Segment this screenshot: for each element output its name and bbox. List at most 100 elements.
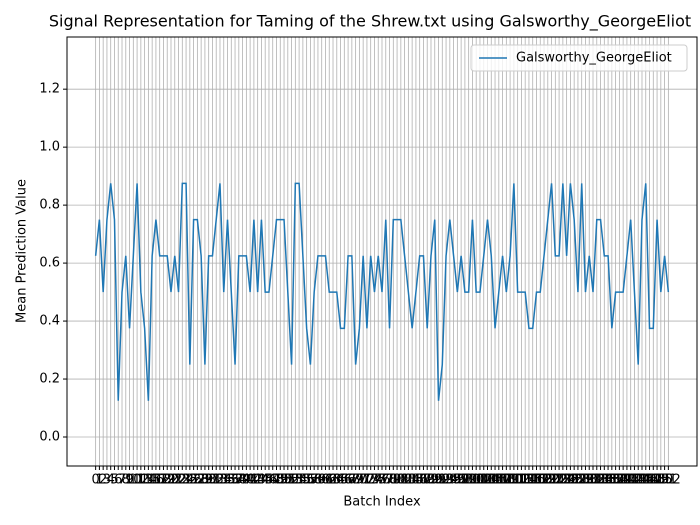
series-line: [94, 182, 670, 401]
x-tick-label: 34: [215, 473, 232, 488]
x-tick-label: 141: [615, 473, 640, 488]
x-tick-label: 152: [656, 473, 681, 488]
x-tick-label: 22: [170, 473, 187, 488]
x-tick-label: 94: [442, 473, 459, 488]
x-tick-label: 151: [652, 473, 677, 488]
x-tick-label: 15: [144, 473, 161, 488]
x-tick-label: 79: [385, 473, 402, 488]
x-tick-label: 32: [208, 473, 225, 488]
x-tick-label: 64: [329, 473, 346, 488]
x-tick-label: 39: [234, 473, 251, 488]
x-tick-label: 17: [151, 473, 168, 488]
x-tick-label: 108: [490, 473, 515, 488]
y-tick-label: 0.8: [39, 198, 60, 213]
x-tick-label: 81: [393, 473, 410, 488]
x-axis-label: Batch Index: [343, 495, 421, 510]
x-tick-label: 9: [125, 473, 133, 488]
x-tick-label: 123: [547, 473, 572, 488]
x-tick-label: 82: [396, 473, 413, 488]
x-tick-label: 6: [114, 473, 122, 488]
x-tick-label: 49: [272, 473, 289, 488]
x-tick-label: 95: [445, 473, 462, 488]
y-tick-label: 0.6: [39, 256, 60, 271]
x-tick-label: 8: [122, 473, 130, 488]
x-tick-label: 134: [588, 473, 613, 488]
x-tick-label: 55: [295, 473, 312, 488]
x-tick-label: 21: [166, 473, 183, 488]
x-tick-label: 75: [370, 473, 387, 488]
x-tick-label: 90: [426, 473, 443, 488]
legend-box: [470, 44, 688, 72]
x-tick-label: 38: [231, 473, 248, 488]
x-tick-label: 2: [99, 473, 107, 488]
x-tick-label: 145: [630, 473, 655, 488]
x-tick-label: 37: [227, 473, 244, 488]
x-tick-label: 126: [558, 473, 583, 488]
x-tick-label: 93: [438, 473, 455, 488]
x-tick-label: 74: [366, 473, 383, 488]
x-tick-label: 99: [460, 473, 477, 488]
x-tick-label: 40: [238, 473, 255, 488]
x-tick-label: 146: [633, 473, 658, 488]
x-tick-label: 130: [573, 473, 598, 488]
x-tick-label: 5: [110, 473, 118, 488]
y-tick-label: 1.0: [39, 140, 60, 155]
x-tick-label: 86: [411, 473, 428, 488]
y-axis-label: Mean Prediction Value: [15, 179, 30, 323]
x-tick-label: 89: [423, 473, 440, 488]
y-tick-label: 0.4: [39, 314, 60, 329]
x-tick-label: 98: [457, 473, 474, 488]
x-tick-label: 60: [313, 473, 330, 488]
x-tick-label: 129: [569, 473, 594, 488]
x-tick-label: 110: [498, 473, 523, 488]
x-tick-label: 142: [618, 473, 643, 488]
x-tick-label: 30: [200, 473, 217, 488]
x-tick-label: 51: [280, 473, 297, 488]
x-tick-label: 58: [306, 473, 323, 488]
x-tick-label: 85: [408, 473, 425, 488]
x-tick-label: 105: [479, 473, 504, 488]
x-tick-label: 116: [520, 473, 545, 488]
x-tick-label: 83: [400, 473, 417, 488]
x-tick-label: 13: [136, 473, 153, 488]
x-tick-label: 53: [287, 473, 304, 488]
x-tick-label: 128: [566, 473, 591, 488]
x-tick-label: 147: [637, 473, 662, 488]
x-tick-label: 36: [223, 473, 240, 488]
x-tick-label: 59: [310, 473, 327, 488]
x-tick-label: 69: [347, 473, 364, 488]
x-tick-label: 10: [125, 473, 142, 488]
x-tick-label: 62: [321, 473, 338, 488]
x-tick-label: 71: [355, 473, 372, 488]
x-tick-label: 45: [257, 473, 274, 488]
x-tick-label: 97: [453, 473, 470, 488]
x-tick-label: 149: [645, 473, 670, 488]
x-tick-label: 103: [471, 473, 496, 488]
x-tick-label: 24: [178, 473, 195, 488]
x-tick-label: 41: [242, 473, 259, 488]
x-tick-label: 61: [317, 473, 334, 488]
x-tick-label: 26: [185, 473, 202, 488]
x-tick-label: 118: [528, 473, 553, 488]
x-tick-label: 96: [449, 473, 466, 488]
x-tick-label: 124: [550, 473, 575, 488]
x-tick-label: 91: [430, 473, 447, 488]
x-tick-label: 107: [486, 473, 511, 488]
x-tick-label: 72: [359, 473, 376, 488]
x-tick-label: 47: [264, 473, 281, 488]
x-tick-label: 148: [641, 473, 666, 488]
x-tick-label: 78: [381, 473, 398, 488]
x-tick-label: 73: [362, 473, 379, 488]
x-tick-label: 29: [197, 473, 214, 488]
x-tick-label: 7: [118, 473, 126, 488]
x-tick-label: 46: [261, 473, 278, 488]
x-tick-label: 115: [517, 473, 542, 488]
x-tick-label: 143: [622, 473, 647, 488]
x-tick-label: 14: [140, 473, 157, 488]
x-tick-label: 100: [460, 473, 485, 488]
x-tick-label: 19: [159, 473, 176, 488]
x-tick-label: 65: [332, 473, 349, 488]
